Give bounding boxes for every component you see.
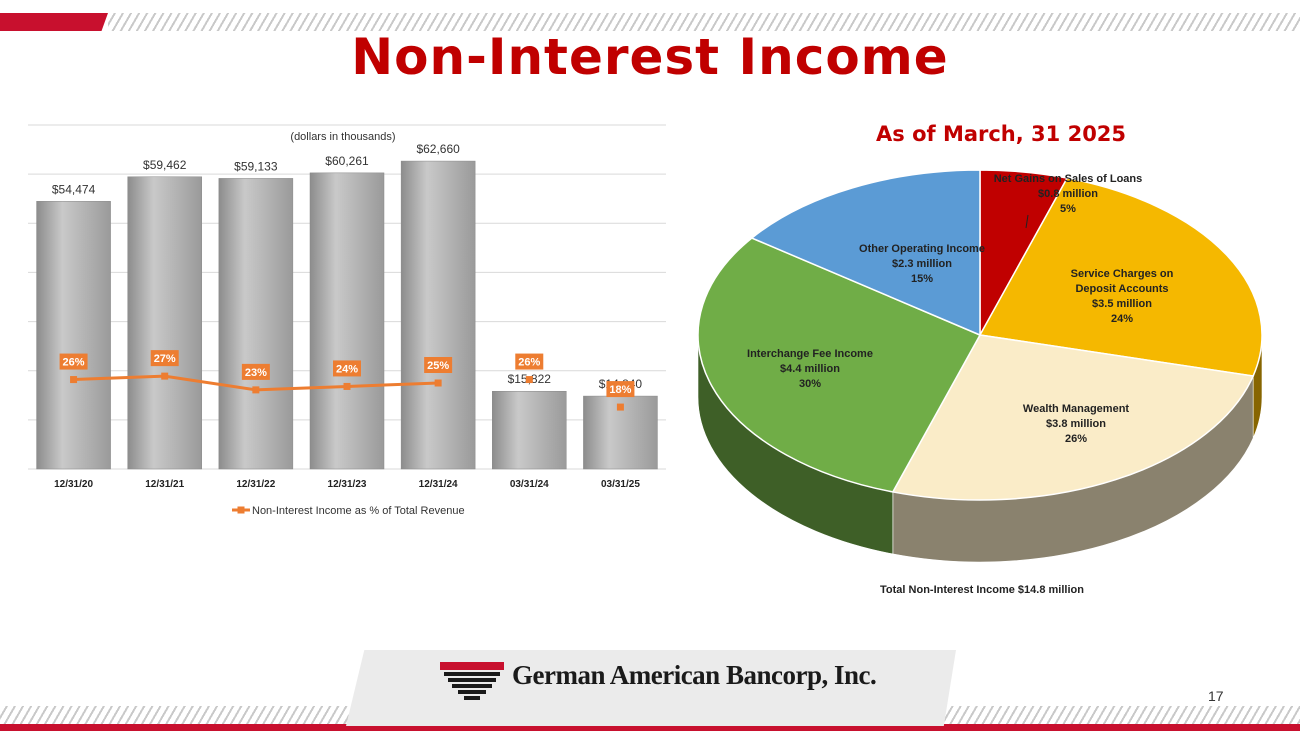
bar [492,390,567,470]
line-label-box [59,353,88,370]
logo-mark-icon [440,662,504,700]
line-point [343,382,351,390]
pie-label-line: 24% [1111,313,1133,325]
bar-value-label: $62,660 [416,142,460,156]
pie-slice-label: Other Operating Income $2.3 million 15% [859,243,985,285]
pie-title: As of March, 31 2025 [876,122,1127,146]
bottom-red-bar [0,724,1300,731]
legend-label: Non-Interest Income as % of Total Revenu… [252,505,465,517]
pie-label-line: Service Charges on [1071,268,1174,280]
bar [309,172,385,470]
pie-label-line: Wealth Management [1023,403,1129,415]
bar-value-label: $54,474 [52,182,96,196]
pie-label-line: 15% [911,273,933,285]
bar-value-label: $59,133 [234,159,278,173]
pie-slice [750,169,981,337]
pie-label-line: $3.5 million [1092,298,1152,310]
x-tick-label: 12/31/21 [145,479,184,490]
x-tick-label: 12/31/24 [419,479,458,490]
pie-label-line: Interchange Fee Income [747,348,873,360]
x-tick-label: 03/31/25 [601,479,640,490]
line-label-box [333,360,361,377]
chart-legend: Non-Interest Income as % of Total Revenu… [232,505,465,517]
pie-label-line: 5% [1060,203,1076,215]
line-label-box [424,357,453,373]
line-value-label: 27% [154,353,176,365]
pie-label-line: Other Operating Income [859,243,985,255]
pie-label-line: $2.3 million [892,258,952,270]
page-number: 17 [1208,688,1224,704]
pie-slice-label: Wealth Management $3.8 million 26% [1023,403,1129,445]
pie-label-line: 30% [799,378,821,390]
company-logo-text: German American Bancorp, Inc. [512,660,877,690]
line-value-label: 18% [609,384,631,396]
pie-label-line: Deposit Accounts [1075,283,1168,295]
pie-slice-label: Net Gains on Sales of Loans $0.8 million 5… [994,173,1143,229]
page-title: Non-Interest Income [351,28,949,86]
pie-label-line: 26% [1065,433,1087,445]
pie-label-line: $3.8 million [1046,418,1106,430]
line-value-label: 25% [427,360,449,372]
line-label-box [241,363,270,380]
bar-value-label: $60,261 [325,154,369,168]
line-point [252,386,260,394]
bar-value-label: $59,462 [143,158,187,172]
pie-slice [891,334,1255,501]
pie-footer: Total Non-Interest Income $14.8 million [880,584,1084,596]
line-value-label: 24% [336,363,358,375]
pie-chart: Net Gains on Sales of Loans $0.8 million 5… [697,169,1263,596]
bar [400,160,476,470]
bar [127,176,202,470]
x-tick-label: 12/31/22 [236,479,275,490]
line-point [434,379,442,387]
pie-slice [978,177,1263,377]
pie-label-line: $0.8 million [1038,188,1098,200]
line-point [525,376,533,384]
x-tick-label: 12/31/23 [328,479,367,490]
line-label-box [606,381,635,398]
line-point [70,376,78,384]
line-point [161,372,169,380]
leader-line [1025,214,1029,229]
top-hatch-band [108,13,1300,31]
bar-line-chart: (dollars in thousands) $54,474 $59,462 $59… [28,124,666,517]
legend-marker [237,506,245,514]
line-value-label: 26% [63,357,85,369]
pie-slice [697,237,982,493]
pie-slice-label: Interchange Fee Income $4.4 million 30% [747,348,873,390]
line-point [616,403,624,411]
x-tick-label: 03/31/24 [510,479,549,490]
bar [36,201,111,470]
line-value-label: 23% [245,367,267,379]
pie-slice-label: Service Charges on Deposit Accounts $3.5 m… [1071,268,1174,325]
line-label-box [515,353,544,370]
pie-label-line: Net Gains on Sales of Loans [994,173,1143,185]
line-value-label: 26% [518,357,540,369]
bar [218,178,294,470]
pie-label-line: $4.4 million [780,363,840,375]
top-red-tab [0,13,108,31]
chart-subtitle: (dollars in thousands) [290,131,395,143]
x-tick-label: 12/31/20 [54,479,93,490]
line-label-box [150,350,179,367]
